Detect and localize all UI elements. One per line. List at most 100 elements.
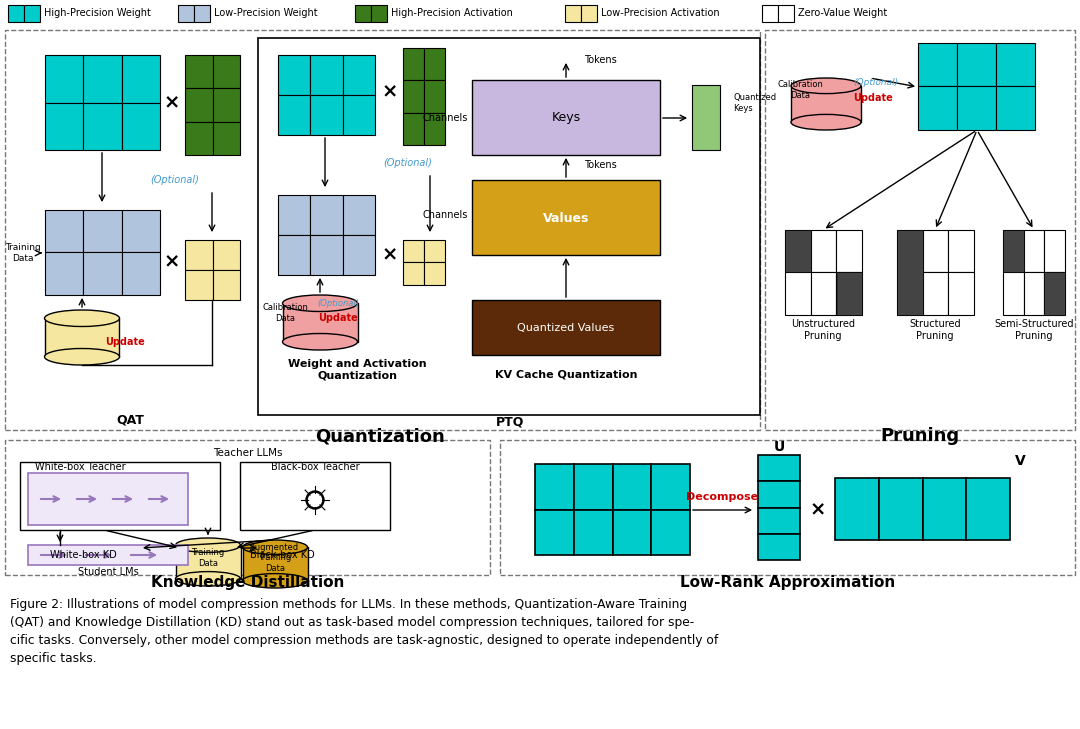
Bar <box>897 273 922 315</box>
Bar <box>785 230 811 272</box>
Bar <box>957 43 996 87</box>
Bar <box>897 230 922 273</box>
Text: Values: Values <box>543 211 590 225</box>
Text: Quantized Values: Quantized Values <box>517 323 615 333</box>
Bar <box>836 230 862 273</box>
Bar <box>310 95 342 135</box>
Text: Training
Data: Training Data <box>191 548 225 568</box>
Bar <box>403 113 424 145</box>
Bar <box>472 180 660 255</box>
Bar <box>472 300 660 355</box>
Bar <box>83 252 122 295</box>
Bar <box>44 319 120 356</box>
Bar <box>1044 272 1065 315</box>
Ellipse shape <box>175 538 241 553</box>
Text: ×: × <box>164 93 180 112</box>
Bar <box>185 122 213 155</box>
Bar <box>1003 273 1024 315</box>
Bar <box>342 95 375 135</box>
Text: Decompose: Decompose <box>686 492 758 502</box>
Text: ×: × <box>382 82 399 101</box>
Ellipse shape <box>243 574 308 588</box>
Bar <box>278 235 310 275</box>
Text: Channels: Channels <box>422 210 468 220</box>
Text: Structured
Pruning: Structured Pruning <box>909 319 961 340</box>
Text: KV Cache Quantization: KV Cache Quantization <box>495 370 637 380</box>
Ellipse shape <box>791 114 861 130</box>
Bar <box>213 55 240 88</box>
Bar <box>258 38 760 415</box>
Text: Quantized
Keys: Quantized Keys <box>733 93 777 113</box>
Bar <box>472 80 660 155</box>
Bar <box>791 86 861 122</box>
Bar <box>278 55 310 95</box>
Ellipse shape <box>44 348 120 365</box>
Bar <box>122 210 160 252</box>
Bar <box>758 534 800 560</box>
Bar <box>535 510 573 555</box>
Bar <box>778 5 794 22</box>
Bar <box>185 55 213 88</box>
Bar <box>243 547 308 581</box>
Bar <box>372 5 387 22</box>
Bar <box>424 80 445 113</box>
Bar <box>403 262 424 285</box>
Bar <box>122 252 160 295</box>
Bar <box>175 545 241 579</box>
Bar <box>424 240 445 262</box>
Bar <box>178 5 194 22</box>
Bar <box>403 80 424 113</box>
Text: White-box KD: White-box KD <box>50 550 117 560</box>
Text: Update: Update <box>853 93 893 103</box>
Bar <box>240 462 390 530</box>
Bar <box>24 5 40 22</box>
Bar <box>612 464 651 510</box>
Bar <box>45 103 83 150</box>
Bar <box>310 235 342 275</box>
Text: (Optional): (Optional) <box>853 79 899 87</box>
Text: Low-Rank Approximation: Low-Rank Approximation <box>680 574 895 590</box>
Bar <box>424 262 445 285</box>
Bar <box>879 478 922 540</box>
Text: ×: × <box>810 501 826 520</box>
Ellipse shape <box>243 540 308 554</box>
Bar <box>28 473 188 525</box>
Text: Channels: Channels <box>422 113 468 123</box>
Text: Update: Update <box>105 337 145 347</box>
Bar <box>83 55 122 103</box>
Bar <box>836 273 862 315</box>
Text: Low-Precision Weight: Low-Precision Weight <box>214 8 318 18</box>
Bar <box>785 273 811 315</box>
Bar <box>758 455 800 481</box>
Bar <box>8 5 24 22</box>
Bar <box>651 464 690 510</box>
Text: Student LMs: Student LMs <box>78 567 138 577</box>
Text: Pruning: Pruning <box>880 427 959 445</box>
Text: Black-box Teacher: Black-box Teacher <box>271 462 360 472</box>
Bar <box>310 195 342 235</box>
Bar <box>185 270 213 300</box>
Bar <box>310 55 342 95</box>
Bar <box>765 30 1075 430</box>
Bar <box>185 240 213 270</box>
Bar <box>28 545 188 565</box>
Bar <box>45 210 83 252</box>
Bar <box>5 30 760 430</box>
Text: Unstructured
Pruning: Unstructured Pruning <box>791 319 855 340</box>
Bar <box>424 113 445 145</box>
Bar <box>122 55 160 103</box>
Bar <box>922 273 948 315</box>
Text: Figure 2: Illustrations of model compression methods for LLMs. In these methods,: Figure 2: Illustrations of model compres… <box>10 598 718 665</box>
Text: High-Precision Activation: High-Precision Activation <box>391 8 513 18</box>
Text: (Optional): (Optional) <box>318 298 359 308</box>
Bar <box>811 273 836 315</box>
Bar <box>403 240 424 262</box>
Bar <box>342 235 375 275</box>
Bar <box>762 5 778 22</box>
Bar <box>194 5 210 22</box>
Text: Training
Data: Training Data <box>5 243 41 262</box>
Text: Quantization: Quantization <box>315 427 445 445</box>
Text: (Optional): (Optional) <box>150 175 200 185</box>
Bar <box>403 48 424 80</box>
Bar <box>918 43 957 87</box>
